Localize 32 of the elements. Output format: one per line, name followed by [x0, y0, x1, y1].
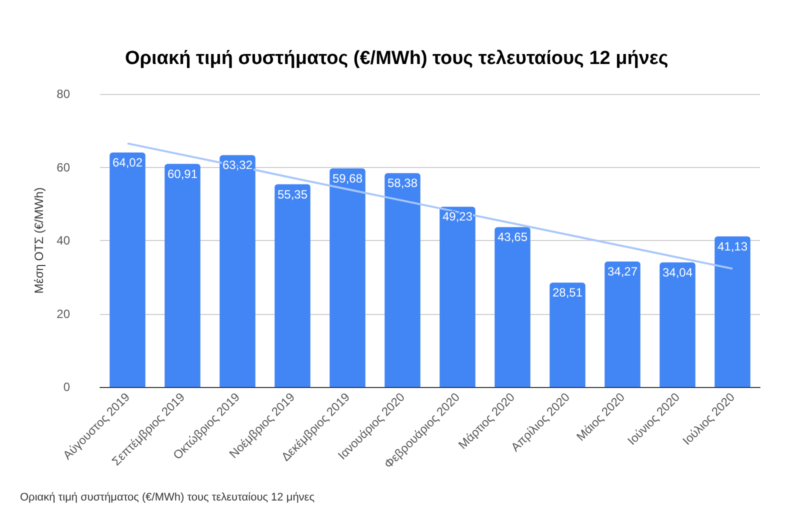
bar	[660, 262, 696, 387]
data-label: 59,68	[332, 171, 363, 186]
data-label: 43,65	[497, 230, 528, 244]
bar	[550, 282, 586, 387]
bar	[220, 155, 256, 387]
bar	[164, 164, 200, 387]
data-label: 34,27	[607, 264, 638, 278]
data-label: 34,04	[662, 265, 693, 280]
bar	[330, 168, 366, 387]
y-tick-label: 80	[56, 87, 70, 101]
bar	[384, 173, 420, 387]
data-label: 58,38	[387, 176, 418, 190]
data-label: 55,35	[277, 187, 308, 202]
data-label: 28,51	[552, 286, 583, 300]
data-label: 63,32	[222, 158, 253, 172]
data-label: 64,02	[112, 156, 143, 170]
y-axis-title: Μέση ΟΤΣ (€/MWh)	[32, 187, 46, 294]
data-label: 49,23	[442, 210, 473, 224]
bar	[604, 261, 640, 387]
bar	[274, 184, 310, 387]
bar	[110, 152, 146, 387]
bar	[494, 227, 530, 387]
text: Οριακή τιμή συστήματος (€/MWh) τους τελευταίους 12 μήνες	[20, 492, 315, 504]
data-label: 41,13	[717, 239, 748, 254]
bar	[440, 206, 476, 387]
chart-title: Οριακή τιμή συστήματος (€/MWh) τους τελευταίους 12 μήνες	[125, 48, 668, 69]
data-label: 60,91	[167, 166, 198, 181]
y-tick-label: 20	[56, 306, 70, 321]
bar	[714, 236, 750, 387]
y-tick-label: 60	[56, 160, 70, 174]
y-tick-label: 40	[56, 234, 70, 248]
y-tick-label: 0	[63, 380, 70, 394]
